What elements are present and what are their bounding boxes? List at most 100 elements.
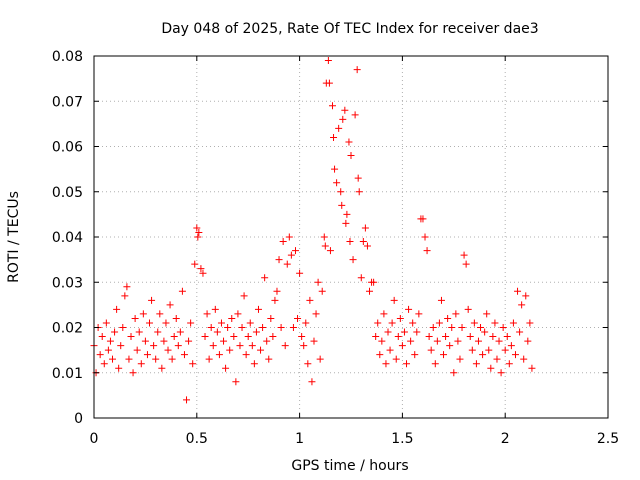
- data-point: [164, 346, 172, 354]
- data-point: [277, 324, 285, 331]
- x-axis-label: GPS time / hours: [291, 458, 408, 474]
- data-point: [477, 324, 485, 331]
- data-point: [215, 351, 223, 359]
- data-point: [211, 305, 219, 313]
- data-point: [265, 355, 273, 363]
- data-point: [349, 256, 357, 264]
- y-tick-label: 0.06: [52, 140, 83, 156]
- data-point: [342, 219, 350, 227]
- data-point: [298, 333, 306, 341]
- data-point: [113, 305, 121, 313]
- data-point: [325, 79, 333, 87]
- data-point: [111, 328, 119, 336]
- data-point: [343, 210, 351, 218]
- data-point: [312, 310, 320, 318]
- data-point: [302, 319, 310, 327]
- data-point: [166, 301, 174, 309]
- data-point: [135, 328, 143, 336]
- data-point: [483, 310, 491, 318]
- data-point: [205, 355, 213, 363]
- data-point: [109, 355, 117, 363]
- data-point: [273, 287, 281, 295]
- data-point: [203, 310, 211, 318]
- x-tick-label: 2: [501, 431, 510, 447]
- data-point: [189, 360, 197, 368]
- data-point: [304, 360, 312, 368]
- data-point: [183, 396, 191, 404]
- data-point: [232, 378, 240, 386]
- data-point: [374, 319, 382, 327]
- data-point: [287, 251, 295, 259]
- x-tick-label: 2.5: [597, 431, 619, 447]
- data-point: [398, 342, 406, 350]
- data-point: [382, 360, 390, 368]
- data-point: [347, 152, 355, 160]
- data-point: [363, 242, 371, 250]
- data-point: [456, 355, 464, 363]
- data-point: [172, 314, 180, 322]
- data-point: [357, 274, 365, 282]
- data-point: [294, 314, 302, 322]
- y-axis-label: ROTI / TECUs: [6, 191, 22, 283]
- data-point: [427, 346, 435, 354]
- data-point: [520, 355, 528, 363]
- data-point: [296, 269, 304, 277]
- grid: [94, 56, 608, 418]
- data-point: [207, 324, 215, 331]
- data-point: [137, 360, 145, 368]
- data-point: [300, 342, 308, 350]
- data-point: [330, 133, 338, 141]
- data-point: [195, 228, 203, 236]
- data-point: [263, 337, 271, 345]
- data-point: [415, 310, 423, 318]
- data-points: [90, 57, 536, 404]
- data-point: [201, 333, 209, 341]
- data-point: [321, 242, 329, 250]
- data-point: [366, 287, 374, 295]
- data-point: [162, 319, 170, 327]
- data-point: [509, 319, 517, 327]
- y-tick-label: 0.07: [52, 94, 83, 110]
- data-point: [516, 328, 524, 336]
- data-point: [452, 310, 460, 318]
- data-point: [448, 324, 456, 331]
- data-point: [338, 201, 346, 209]
- data-point: [361, 224, 369, 232]
- data-point: [117, 342, 125, 350]
- data-point: [429, 324, 437, 331]
- data-point: [213, 328, 221, 336]
- data-point: [152, 355, 160, 363]
- x-tick-label: 1.5: [391, 431, 413, 447]
- data-point: [346, 238, 354, 246]
- data-point: [339, 115, 347, 123]
- data-point: [306, 296, 314, 304]
- data-point: [489, 333, 497, 341]
- data-point: [248, 342, 256, 350]
- data-point: [143, 351, 151, 359]
- data-point: [497, 369, 505, 377]
- data-point: [376, 351, 384, 359]
- data-point: [308, 378, 316, 386]
- data-point: [291, 247, 299, 255]
- data-point: [409, 319, 417, 327]
- data-point: [316, 355, 324, 363]
- data-point: [191, 260, 199, 268]
- data-point: [440, 351, 448, 359]
- y-tick-label: 0.08: [52, 49, 83, 65]
- data-point: [217, 319, 225, 327]
- data-point: [380, 310, 388, 318]
- data-point: [400, 328, 408, 336]
- data-point: [491, 319, 499, 327]
- data-point: [193, 224, 201, 232]
- data-point: [178, 287, 186, 295]
- data-point: [472, 360, 480, 368]
- data-point: [405, 305, 413, 313]
- data-point: [246, 319, 254, 327]
- data-point: [388, 319, 396, 327]
- data-point: [324, 57, 332, 65]
- data-point: [146, 319, 154, 327]
- data-point: [450, 369, 458, 377]
- data-point: [230, 333, 238, 341]
- data-point: [407, 337, 415, 345]
- data-point: [354, 174, 362, 182]
